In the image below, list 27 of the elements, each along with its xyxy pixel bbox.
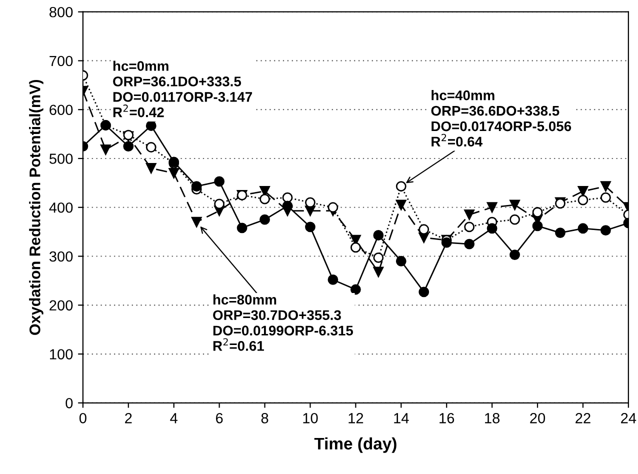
x-tick-label: 8 (261, 413, 268, 424)
y-tick-label: 200 (50, 300, 73, 311)
x-tick-label: 16 (440, 413, 454, 424)
x-tick-label: 2 (125, 413, 132, 424)
y-tick-label: 500 (49, 154, 73, 164)
x-tick-label: 24 (621, 413, 636, 424)
annotation: hc=40mm ORP=36.6DO+338.5 DO=0.0174ORP-5.056 R$^{2}$=0.64 (431, 90, 572, 147)
y-tick-label: 0 (66, 398, 73, 408)
x-tick-label: 10 (303, 413, 318, 424)
y-tick-label: 800 (50, 6, 73, 18)
annotation: hc=0mm ORP=36.1DO+333.5 DO=0.0117ORP-3.147 R$^{2}$=0.42 (113, 60, 252, 118)
y-axis-title: Oxydation Reduction Potential(mV) (29, 80, 44, 335)
x-tick-label: 0 (79, 413, 86, 424)
y-tick-label: 100 (50, 349, 73, 360)
x-tick-label: 22 (576, 413, 590, 424)
y-tick-label: 300 (49, 251, 73, 262)
x-axis-title: Time (day) (314, 437, 396, 453)
x-tick-label: 6 (216, 413, 223, 424)
x-tick-label: 4 (170, 413, 178, 424)
y-tick-label: 600 (50, 104, 73, 116)
x-tick-label: 14 (394, 413, 409, 424)
x-tick-label: 20 (530, 413, 546, 424)
y-tick-label: 700 (50, 56, 73, 66)
x-tick-label: 12 (348, 413, 364, 424)
annotation: hc=80mm ORP=30.7DO+355.3 DO=0.0199ORP-6.315 R$^{2}$=0.61 (213, 294, 354, 351)
y-tick-label: 400 (49, 202, 73, 213)
x-tick-label: 18 (485, 413, 500, 424)
